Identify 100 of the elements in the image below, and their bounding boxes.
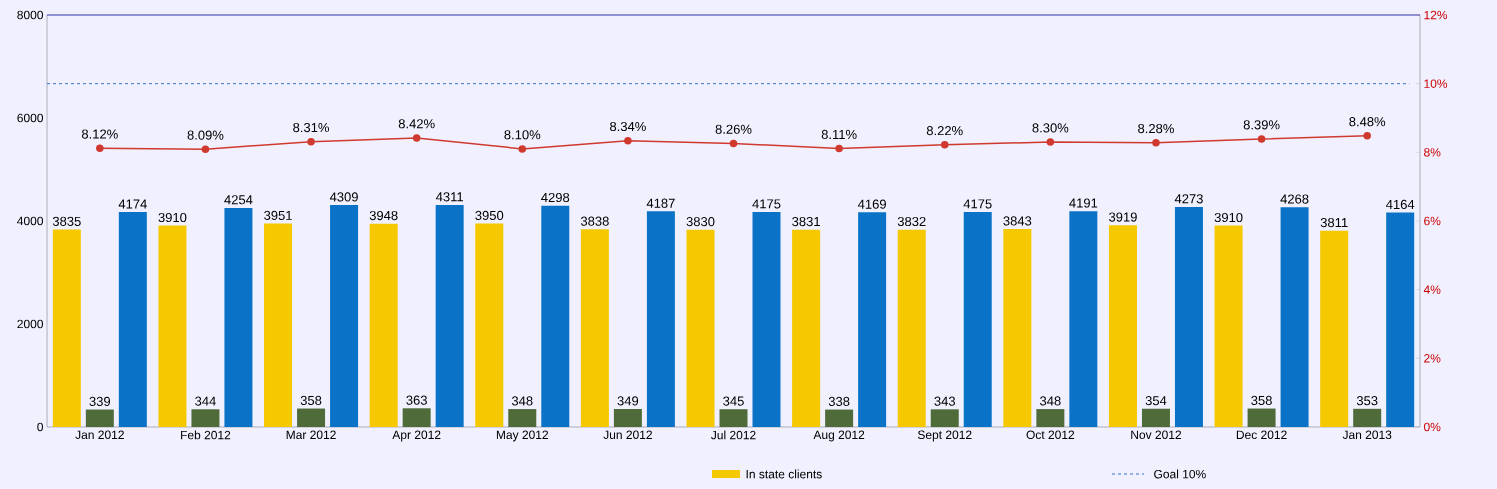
data-label: 3948 xyxy=(369,210,398,221)
x-tick-label: Apr 2012 xyxy=(392,430,441,442)
point xyxy=(1363,132,1371,140)
x-tick-label: Oct 2012 xyxy=(1026,430,1075,440)
x-tick-label: Dec 2012 xyxy=(1236,430,1287,440)
point xyxy=(835,144,843,153)
bar xyxy=(475,223,504,427)
y-tick-label: 4000 xyxy=(17,216,44,226)
data-label: 3811 xyxy=(1320,217,1348,228)
y2-tick-label: 6% xyxy=(1424,216,1441,226)
bar xyxy=(1353,408,1382,427)
bar xyxy=(825,409,854,427)
data-label: 3831 xyxy=(792,216,820,227)
data-label: 4175 xyxy=(752,199,781,209)
bar xyxy=(52,229,81,427)
bar xyxy=(297,408,326,427)
bar xyxy=(646,211,675,427)
bar xyxy=(191,409,220,427)
data-label: 339 xyxy=(89,396,111,406)
bar xyxy=(686,229,715,427)
data-label: 8.11% xyxy=(821,129,857,140)
bar xyxy=(330,205,359,427)
data-label: 4164 xyxy=(1386,199,1415,210)
point xyxy=(624,136,632,145)
point xyxy=(96,144,104,152)
data-label: 8.26% xyxy=(715,124,752,134)
y-tick-label: 8000 xyxy=(17,10,44,20)
bar xyxy=(1069,211,1098,427)
data-label: 348 xyxy=(511,396,533,406)
data-label: 8.10% xyxy=(504,130,541,140)
bar xyxy=(158,225,187,427)
data-label: 4311 xyxy=(435,192,464,202)
point xyxy=(1152,138,1160,147)
bar xyxy=(85,409,114,427)
data-label: 4187 xyxy=(646,198,675,208)
data-label: 3950 xyxy=(475,210,504,221)
bar xyxy=(897,229,926,427)
bar xyxy=(1214,225,1243,427)
bar xyxy=(1280,207,1309,427)
bar xyxy=(1108,225,1137,427)
data-label: 343 xyxy=(934,396,956,406)
bar xyxy=(369,223,398,427)
point xyxy=(307,137,315,146)
data-label: 4175 xyxy=(963,199,992,209)
data-label: 353 xyxy=(1356,396,1378,406)
data-label: 4309 xyxy=(329,192,358,202)
y-tick-label: 0 xyxy=(37,422,44,432)
data-label: 4191 xyxy=(1069,198,1098,208)
data-label: 8.09% xyxy=(187,130,224,140)
data-label: 8.42% xyxy=(398,119,435,129)
y2-tick-label: 4% xyxy=(1423,285,1441,294)
data-label: 8.34% xyxy=(610,121,646,132)
data-label: 3838 xyxy=(580,216,609,226)
data-label: 8.48% xyxy=(1349,117,1386,127)
data-label: 354 xyxy=(1145,396,1167,406)
bar xyxy=(1141,408,1170,427)
data-label: 3830 xyxy=(686,217,715,227)
point xyxy=(940,141,949,149)
data-label: 8.30% xyxy=(1032,123,1069,133)
data-label: 8.12% xyxy=(81,129,118,139)
bar xyxy=(1386,212,1415,427)
bar xyxy=(1174,206,1203,427)
data-label: 345 xyxy=(723,396,744,406)
bar xyxy=(508,409,537,427)
data-label: 8.22% xyxy=(926,126,963,136)
x-tick-label: Jan 2013 xyxy=(1342,430,1392,440)
x-tick-label: Jul 2012 xyxy=(711,430,756,440)
bar xyxy=(224,207,253,427)
x-tick-label: Jun 2012 xyxy=(603,430,652,440)
data-label: 4254 xyxy=(224,195,253,205)
point xyxy=(729,139,738,148)
legend-label: Goal 10% xyxy=(1154,469,1206,479)
data-label: 358 xyxy=(300,395,322,406)
bar xyxy=(963,211,992,427)
x-tick-label: Nov 2012 xyxy=(1131,430,1182,440)
data-label: 3843 xyxy=(1003,216,1032,226)
x-tick-label: May 2012 xyxy=(496,430,549,442)
data-label: 3951 xyxy=(264,210,292,220)
data-label: 4174 xyxy=(118,199,147,209)
bar xyxy=(264,223,293,427)
data-label: 3910 xyxy=(1214,212,1243,223)
bar xyxy=(858,212,887,427)
bar xyxy=(1247,408,1276,427)
data-label: 344 xyxy=(195,396,216,406)
y2-tick-label: 0% xyxy=(1424,422,1441,432)
data-label: 4273 xyxy=(1174,194,1203,204)
data-label: 338 xyxy=(828,396,850,407)
x-tick-label: Jan 2012 xyxy=(75,430,124,440)
bar xyxy=(1003,229,1032,427)
bar xyxy=(930,409,959,427)
bar xyxy=(1320,230,1349,427)
bar xyxy=(719,409,748,427)
data-label: 348 xyxy=(1040,396,1061,406)
point xyxy=(518,145,527,153)
data-label: 8.39% xyxy=(1243,120,1280,130)
data-label: 8.31% xyxy=(293,122,330,133)
data-label: 349 xyxy=(617,396,639,406)
point xyxy=(1257,135,1266,143)
bar xyxy=(613,409,642,427)
bar xyxy=(1036,409,1065,427)
